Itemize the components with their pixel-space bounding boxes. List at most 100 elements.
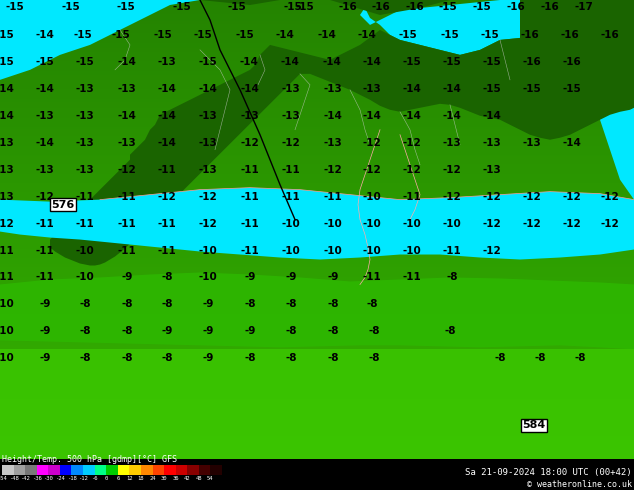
Text: -42: -42: [20, 476, 30, 481]
Text: -6: -6: [91, 476, 98, 481]
Text: -10: -10: [323, 219, 342, 229]
Text: 30: 30: [161, 476, 167, 481]
Text: -16: -16: [541, 2, 559, 12]
Text: -8: -8: [161, 353, 172, 363]
Text: -11: -11: [0, 245, 15, 255]
Bar: [153, 465, 164, 475]
Text: -8: -8: [244, 299, 256, 309]
Text: -15: -15: [112, 30, 131, 40]
Text: -15: -15: [228, 2, 247, 12]
Text: -10: -10: [403, 245, 422, 255]
Text: -14: -14: [443, 111, 462, 121]
Text: -14: -14: [562, 138, 581, 148]
Text: 36: 36: [172, 476, 179, 481]
Text: -8: -8: [285, 353, 297, 363]
Text: -11: -11: [403, 272, 422, 282]
Text: -10: -10: [281, 245, 301, 255]
Text: -11: -11: [403, 192, 422, 202]
Text: -8: -8: [495, 353, 506, 363]
Bar: [187, 465, 199, 475]
Text: -9: -9: [39, 299, 51, 309]
Text: -12: -12: [403, 165, 422, 175]
Text: -8: -8: [79, 326, 91, 336]
Text: -15: -15: [0, 30, 15, 40]
Text: -8: -8: [285, 299, 297, 309]
Text: -11: -11: [36, 245, 55, 255]
Bar: [25, 465, 37, 475]
Text: -10: -10: [198, 272, 217, 282]
Text: -8: -8: [121, 326, 133, 336]
Text: -15: -15: [0, 57, 15, 67]
Text: -16: -16: [372, 2, 391, 12]
Text: -8: -8: [366, 299, 378, 309]
Bar: [83, 465, 94, 475]
Text: -15: -15: [236, 30, 254, 40]
Text: -10: -10: [403, 219, 422, 229]
Text: -10: -10: [443, 219, 462, 229]
Text: -10: -10: [363, 192, 382, 202]
Polygon shape: [360, 0, 634, 80]
Text: -8: -8: [121, 353, 133, 363]
Bar: [141, 465, 153, 475]
Text: -15: -15: [153, 30, 172, 40]
Text: -16: -16: [562, 57, 581, 67]
Text: -11: -11: [241, 219, 259, 229]
Text: 0: 0: [105, 476, 108, 481]
Text: -8: -8: [534, 353, 546, 363]
Text: -10: -10: [363, 219, 382, 229]
Text: -13: -13: [75, 84, 94, 94]
Text: -15: -15: [443, 57, 462, 67]
Text: -13: -13: [0, 165, 15, 175]
Bar: [129, 465, 141, 475]
Text: -14: -14: [403, 84, 422, 94]
Text: -12: -12: [600, 219, 619, 229]
Text: -14: -14: [403, 111, 422, 121]
Text: -30: -30: [44, 476, 53, 481]
Text: -54: -54: [0, 476, 7, 481]
Text: -15: -15: [6, 2, 24, 12]
Text: -14: -14: [158, 84, 176, 94]
Text: -13: -13: [482, 165, 501, 175]
Bar: [37, 465, 48, 475]
Bar: [199, 465, 210, 475]
Text: -12: -12: [443, 165, 462, 175]
Text: -9: -9: [285, 272, 297, 282]
Text: -9: -9: [202, 326, 214, 336]
Text: -15: -15: [439, 2, 457, 12]
Bar: [60, 465, 72, 475]
Text: 24: 24: [149, 476, 156, 481]
Text: -8: -8: [444, 326, 456, 336]
Text: -13: -13: [522, 138, 541, 148]
Text: -11: -11: [0, 272, 15, 282]
Text: -8: -8: [79, 299, 91, 309]
Text: -11: -11: [158, 165, 176, 175]
Text: -8: -8: [368, 353, 380, 363]
Text: -11: -11: [158, 219, 176, 229]
Text: -10: -10: [0, 353, 15, 363]
Text: -11: -11: [241, 192, 259, 202]
Text: -13: -13: [198, 138, 217, 148]
Text: -14: -14: [158, 138, 176, 148]
Text: -12: -12: [118, 165, 136, 175]
Text: Height/Temp. 500 hPa [gdmp][°C] GFS: Height/Temp. 500 hPa [gdmp][°C] GFS: [2, 455, 177, 464]
Text: -36: -36: [32, 476, 42, 481]
Text: -8: -8: [574, 353, 586, 363]
Text: -13: -13: [75, 138, 94, 148]
Bar: [118, 465, 129, 475]
Text: -13: -13: [118, 84, 136, 94]
Text: -10: -10: [363, 245, 382, 255]
Text: -9: -9: [161, 326, 172, 336]
Text: -14: -14: [240, 57, 259, 67]
Text: -11: -11: [363, 272, 382, 282]
Text: -14: -14: [0, 111, 15, 121]
Text: -14: -14: [36, 138, 55, 148]
Bar: [210, 465, 222, 475]
Text: 6: 6: [116, 476, 119, 481]
Text: -15: -15: [295, 2, 314, 12]
Text: -13: -13: [75, 165, 94, 175]
Text: -9: -9: [39, 326, 51, 336]
Text: -12: -12: [78, 476, 88, 481]
Text: -9: -9: [244, 326, 256, 336]
Text: -12: -12: [198, 219, 217, 229]
Text: -8: -8: [285, 326, 297, 336]
